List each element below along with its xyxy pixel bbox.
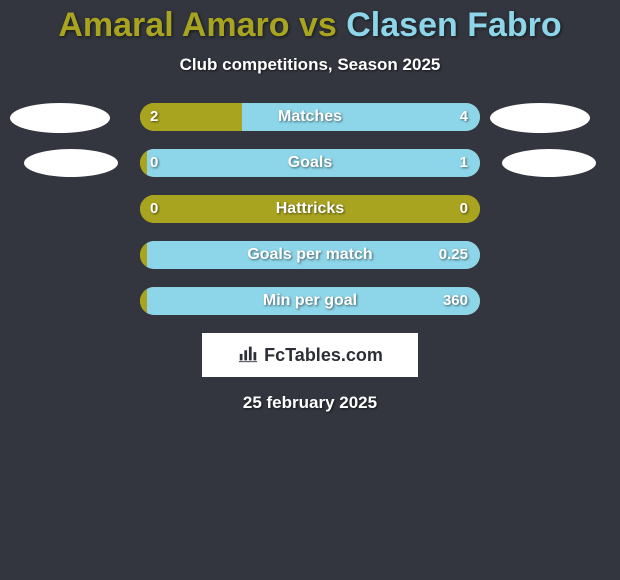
stat-bar-track: [140, 149, 480, 177]
stat-bar-track: [140, 103, 480, 131]
stat-bar-left: [140, 103, 242, 131]
stat-bar-right: [147, 149, 480, 177]
vs-text: vs: [290, 6, 347, 44]
comparison-title: Amaral Amaro vs Clasen Fabro: [0, 0, 620, 45]
stat-bar-left: [140, 241, 147, 269]
stat-bar-track: [140, 195, 480, 223]
stat-bar-track: [140, 287, 480, 315]
stat-bar-right: [147, 287, 480, 315]
player-left-name: Amaral Amaro: [58, 6, 289, 44]
comparison-chart: Matches24 Goals01 Hattricks00 Goals per mat…: [0, 103, 620, 317]
stat-bar-track: [140, 241, 480, 269]
logo-text: FcTables.com: [264, 345, 383, 366]
stat-row: Goals01: [0, 149, 620, 179]
logo-chart-icon: [237, 342, 259, 369]
stat-row: Goals per match0.25: [0, 241, 620, 271]
player-right-name: Clasen Fabro: [346, 6, 561, 44]
subtitle: Club competitions, Season 2025: [0, 55, 620, 75]
logo-box: FcTables.com: [202, 333, 418, 377]
stat-row: Hattricks00: [0, 195, 620, 225]
stat-row: Matches24: [0, 103, 620, 133]
stat-bar-left: [140, 149, 147, 177]
date-text: 25 february 2025: [0, 393, 620, 413]
stat-bar-left: [140, 195, 480, 223]
stat-bar-left: [140, 287, 147, 315]
stat-bar-right: [242, 103, 480, 131]
stat-bar-right: [147, 241, 480, 269]
stat-row: Min per goal360: [0, 287, 620, 317]
